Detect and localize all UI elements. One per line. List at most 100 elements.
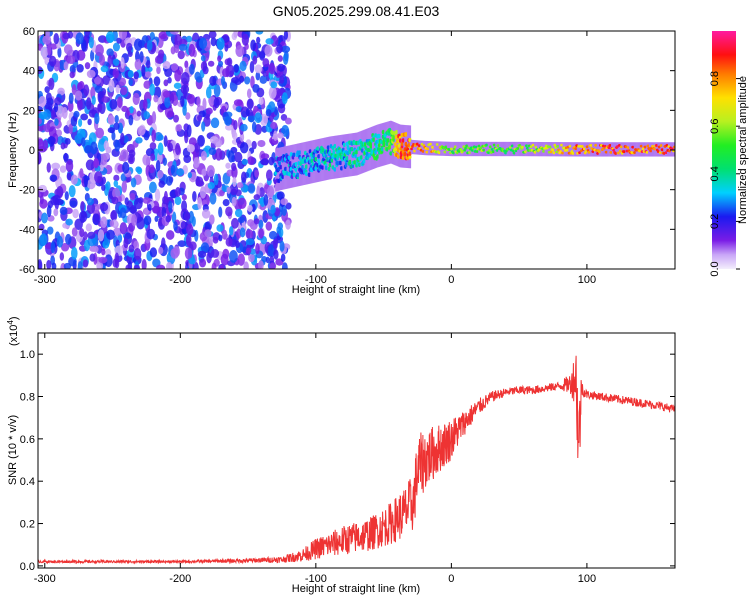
signal-cell [362,158,366,164]
noise-cell [106,229,115,240]
noise-cell [220,76,226,86]
signal-cell [553,143,557,147]
noise-cell [157,142,164,156]
noise-cell [90,49,95,62]
signal-halo [493,141,495,157]
noise-cell [260,158,269,166]
noise-cell [199,186,207,199]
noise-cell [209,75,217,87]
signal-halo [530,141,532,157]
signal-cell [359,155,364,160]
signal-cell [444,145,448,149]
noise-cell [127,70,134,78]
noise-cell [246,88,252,99]
signal-cell [408,137,412,143]
noise-cell [233,31,238,39]
noise-cell [106,48,114,57]
signal-halo [434,141,436,156]
noise-cell [170,46,176,55]
noise-cell [231,162,237,172]
noise-cell [177,50,185,60]
noise-cell [268,230,278,240]
noise-cell [71,84,77,96]
signal-halo [631,142,634,157]
noise-cell [135,137,143,144]
noise-cell [112,227,122,236]
noise-cell [177,240,187,247]
signal-halo [523,141,525,157]
noise-cell [141,258,147,269]
signal-halo [620,142,622,157]
noise-cell [49,174,58,182]
snr-x-tick-label: -100 [305,573,327,585]
signal-halo [529,141,531,157]
signal-cell [317,158,321,164]
signal-halo [416,140,418,155]
noise-cell [225,162,231,169]
signal-halo [650,142,653,157]
noise-cell [268,86,277,99]
noise-cell [210,117,220,129]
signal-cell [631,145,635,149]
spectrogram-y-label: Frequency (Hz) [7,112,19,188]
noise-cell [257,139,266,148]
signal-cell [306,156,310,161]
noise-cell [143,111,151,120]
noise-cell [189,63,195,75]
noise-cell [97,229,105,242]
signal-cell [622,150,626,154]
noise-cell [201,209,211,219]
snr-y-tick-label: 0.2 [20,519,35,531]
noise-cell [253,218,260,225]
noise-cell [65,218,73,226]
signal-cell [395,129,399,135]
noise-cell [71,227,78,237]
noise-cell [201,121,206,132]
noise-cell [233,63,239,73]
signal-cell [490,148,495,151]
noise-cell [175,142,181,156]
snr-x-tick-label: 100 [578,573,596,585]
noise-cell [280,253,286,262]
noise-cell [46,205,52,218]
noise-cell [231,196,237,207]
noise-cell [200,150,207,161]
signal-halo [533,141,535,157]
noise-cell [88,36,94,49]
noise-cell [86,197,94,206]
noise-cell [165,175,173,186]
noise-cell [47,43,52,56]
noise-cell [247,219,255,227]
signal-halo [462,141,464,157]
noise-cell [61,106,68,119]
noise-cell [123,237,129,249]
signal-cell [608,144,612,147]
noise-cell [213,173,219,186]
noise-cell [199,258,207,268]
signal-cell [571,151,575,155]
noise-cell [279,240,285,252]
snr-series-line [38,355,675,565]
noise-cell [146,228,156,240]
noise-cell [218,206,223,218]
noise-cell [85,159,95,171]
signal-cell [354,153,358,159]
noise-cell [101,96,111,103]
signal-cell [487,151,491,155]
noise-cell [251,121,257,133]
noise-cell [182,104,187,116]
signal-cell [321,165,325,170]
signal-cell [345,156,349,161]
noise-cell [225,237,233,247]
noise-cell [268,62,276,75]
noise-cell [48,55,57,67]
noise-cell [154,188,161,202]
noise-cell [124,197,129,206]
noise-cell [210,249,220,258]
noise-cell [86,202,96,214]
noise-cell [79,168,84,179]
noise-cell [229,183,239,196]
noise-cell [202,65,209,75]
signal-cell [475,150,479,153]
noise-cell [184,247,193,260]
